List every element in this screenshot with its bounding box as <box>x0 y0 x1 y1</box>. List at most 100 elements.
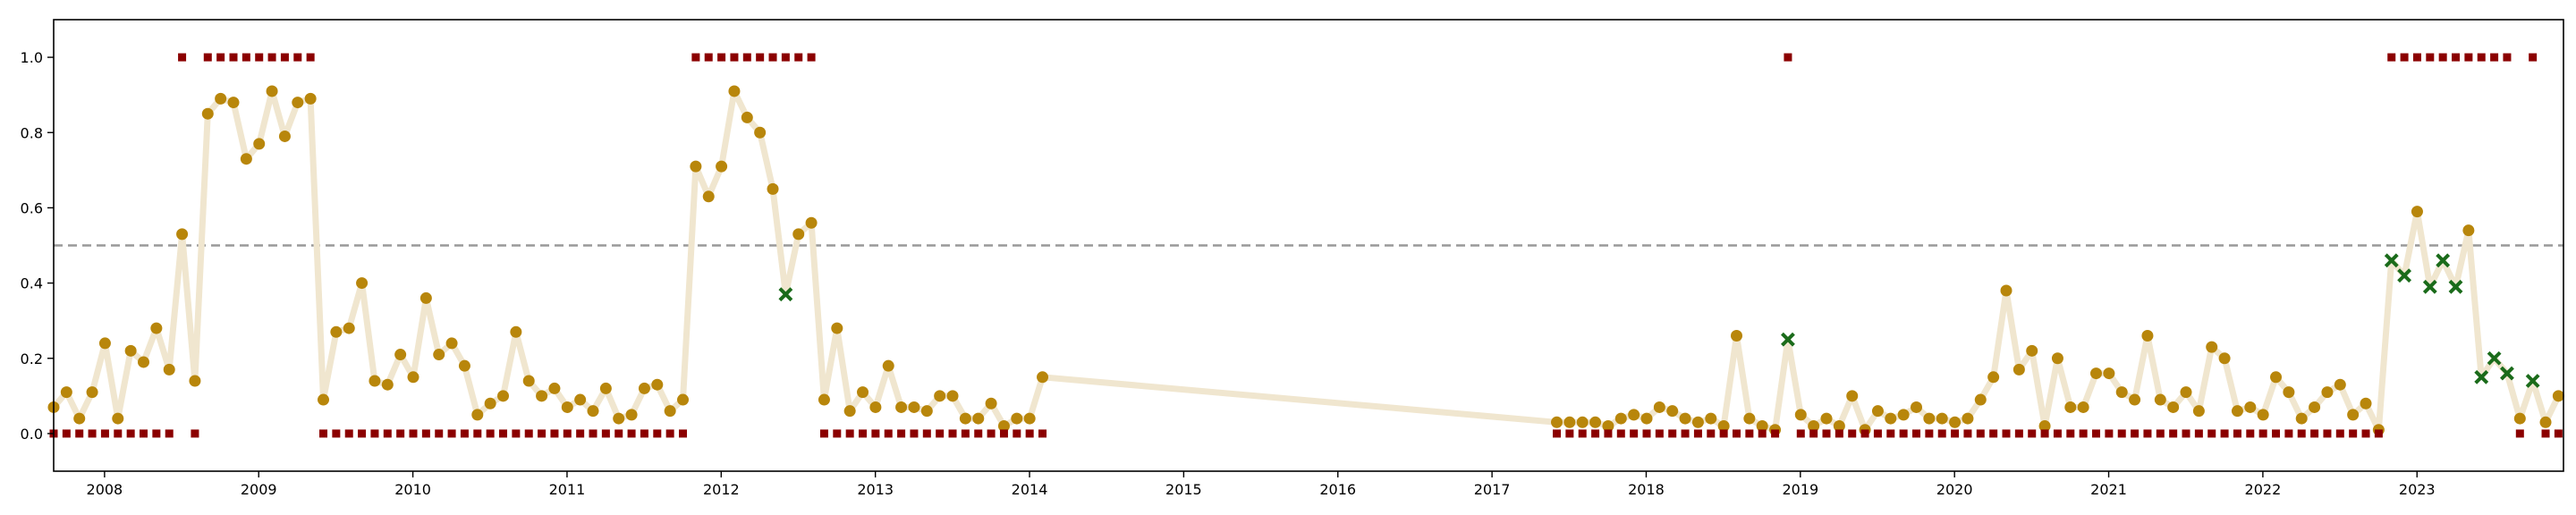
label-marker <box>1719 429 1728 438</box>
data-point <box>471 409 484 421</box>
label-marker <box>421 429 430 438</box>
data-point <box>86 386 98 399</box>
data-point <box>2026 344 2038 357</box>
label-marker <box>1707 429 1716 438</box>
label-marker <box>2079 429 2088 438</box>
y-tick-label: 0.6 <box>21 199 43 216</box>
label-marker <box>2310 429 2319 438</box>
data-point <box>2309 401 2321 413</box>
data-point <box>60 386 72 399</box>
data-point <box>1846 390 1859 402</box>
data-point <box>510 325 522 338</box>
data-point <box>1756 420 1768 432</box>
x-tick-label: 2015 <box>1165 481 1202 498</box>
label-marker <box>2272 429 2281 438</box>
label-marker <box>2105 429 2114 438</box>
data-point <box>2552 390 2564 402</box>
data-point <box>934 390 946 402</box>
label-marker <box>165 429 174 438</box>
data-point <box>522 375 535 387</box>
data-point <box>98 337 111 350</box>
label-markers <box>49 53 2563 438</box>
data-point <box>792 228 805 241</box>
label-marker <box>2323 429 2332 438</box>
x-tick-label: 2014 <box>1012 481 1048 498</box>
point-missed-marker <box>2397 268 2412 283</box>
x-tick-label: 2018 <box>1628 481 1665 498</box>
data-point <box>651 378 664 391</box>
label-marker <box>2412 53 2421 62</box>
data-point <box>2180 386 2192 399</box>
data-point <box>702 190 715 203</box>
data-point <box>394 349 407 361</box>
label-marker <box>884 429 893 438</box>
label-marker <box>242 53 250 62</box>
data-point <box>985 397 997 409</box>
data-point <box>73 412 86 425</box>
y-axis: 0.0 0.2 0.4 0.6 0.8 1.0 <box>21 49 54 443</box>
label-marker <box>2053 429 2062 438</box>
label-marker <box>267 53 276 62</box>
label-marker <box>922 429 931 438</box>
x-axis: 2008 2009 2010 2011 2012 2013 2014 2015 2016 2017… <box>87 471 2436 498</box>
data-point <box>458 359 470 372</box>
label-marker <box>1693 429 1702 438</box>
label-marker <box>576 429 585 438</box>
label-marker <box>1796 429 1805 438</box>
data-point <box>754 126 767 139</box>
data-point <box>2360 397 2372 409</box>
label-marker <box>679 429 688 438</box>
label-marker <box>2207 429 2216 438</box>
data-point <box>599 382 612 394</box>
label-marker <box>897 429 906 438</box>
label-marker <box>1025 429 1034 438</box>
label-marker <box>550 429 559 438</box>
data-point <box>240 153 252 165</box>
data-point <box>407 371 419 384</box>
label-marker <box>1951 429 1960 438</box>
data-point <box>2347 409 2360 421</box>
label-marker <box>396 429 405 438</box>
label-marker <box>807 53 816 62</box>
data-point <box>189 375 201 387</box>
label-marker <box>936 429 945 438</box>
label-marker <box>2452 53 2461 62</box>
label-marker <box>280 53 289 62</box>
label-marker <box>2194 429 2203 438</box>
label-marker <box>2361 429 2370 438</box>
label-marker <box>833 429 842 438</box>
data-point <box>1679 412 1691 425</box>
label-marker <box>1552 429 1561 438</box>
data-point <box>112 412 124 425</box>
label-marker <box>730 53 739 62</box>
data-point <box>1808 420 1820 432</box>
data-point <box>2000 284 2012 297</box>
data-point <box>330 325 343 338</box>
label-marker <box>2349 429 2358 438</box>
label-marker <box>1578 429 1587 438</box>
label-marker <box>2092 429 2101 438</box>
data-point <box>908 401 920 413</box>
data-point <box>767 182 779 195</box>
data-point <box>2064 401 2077 413</box>
label-marker <box>563 429 572 438</box>
data-point <box>1717 420 1730 432</box>
data-point <box>1731 330 1743 342</box>
label-marker <box>653 429 662 438</box>
label-marker <box>2014 429 2023 438</box>
label-marker <box>2541 429 2550 438</box>
y-tick-label: 1.0 <box>21 49 43 66</box>
point-missed-marker <box>2448 279 2463 294</box>
data-point <box>253 138 266 150</box>
label-marker <box>999 429 1008 438</box>
label-marker <box>2258 429 2267 438</box>
label-marker <box>2284 429 2293 438</box>
label-marker <box>88 429 97 438</box>
data-point <box>2141 330 2154 342</box>
label-marker <box>781 53 790 62</box>
data-point <box>2206 341 2218 353</box>
data-point <box>2411 206 2423 218</box>
label-marker <box>435 429 444 438</box>
label-marker <box>2246 429 2255 438</box>
